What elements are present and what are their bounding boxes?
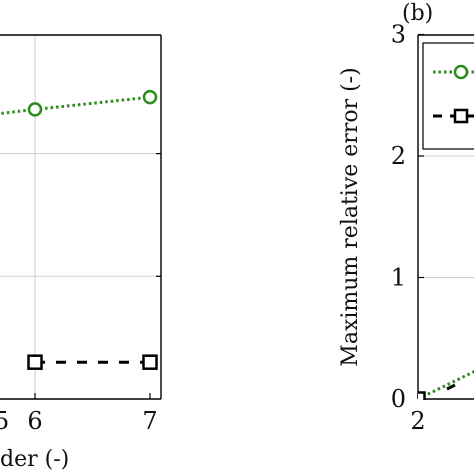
right-x-tick-label: 2 bbox=[410, 407, 425, 435]
left-series bbox=[0, 89, 158, 370]
legend-green-circle-marker bbox=[453, 64, 469, 80]
right-y-tick-label: 1 bbox=[391, 264, 406, 292]
left-x-tick-label: 7 bbox=[142, 407, 157, 435]
left-green-circle-point-2 bbox=[142, 89, 158, 105]
left-x-ticks: 6 7 5 bbox=[0, 393, 158, 435]
legend-entry-green-circles bbox=[433, 64, 474, 80]
left-green-circle-point-1 bbox=[27, 102, 43, 117]
right-y-tick-label: 2 bbox=[391, 142, 406, 170]
right-y-tick-label: 0 bbox=[391, 385, 406, 413]
left-black-square-point-1 bbox=[142, 354, 158, 370]
legend-black-square-marker bbox=[453, 108, 469, 124]
left-grid bbox=[0, 35, 161, 399]
panel-label-b: (b) bbox=[402, 1, 433, 26]
right-panel: (b) 0 1 2 3 2 Maximum relative error (-) bbox=[338, 1, 474, 435]
right-grid bbox=[418, 155, 474, 278]
left-x-axis-label: der (-) bbox=[0, 447, 69, 472]
legend-box bbox=[422, 42, 474, 150]
left-x-tick-label-partial: 5 bbox=[0, 407, 9, 435]
right-y-tick-label: 3 bbox=[391, 21, 406, 49]
legend-entry-black-squares bbox=[433, 108, 474, 124]
left-panel: 6 7 5 der (-) bbox=[0, 34, 162, 472]
left-x-tick-label: 6 bbox=[27, 407, 42, 435]
legend bbox=[422, 42, 474, 150]
right-series-green-line bbox=[418, 370, 474, 400]
right-black-dash-fragment bbox=[446, 383, 456, 391]
left-black-square-point-0 bbox=[27, 354, 43, 370]
right-y-ticks: 0 1 2 3 bbox=[391, 21, 424, 413]
right-series bbox=[418, 370, 474, 400]
right-y-axis-label: Maximum relative error (-) bbox=[338, 67, 363, 366]
left-series-green-line bbox=[0, 95, 151, 116]
right-black-square-point-0 bbox=[418, 391, 426, 400]
